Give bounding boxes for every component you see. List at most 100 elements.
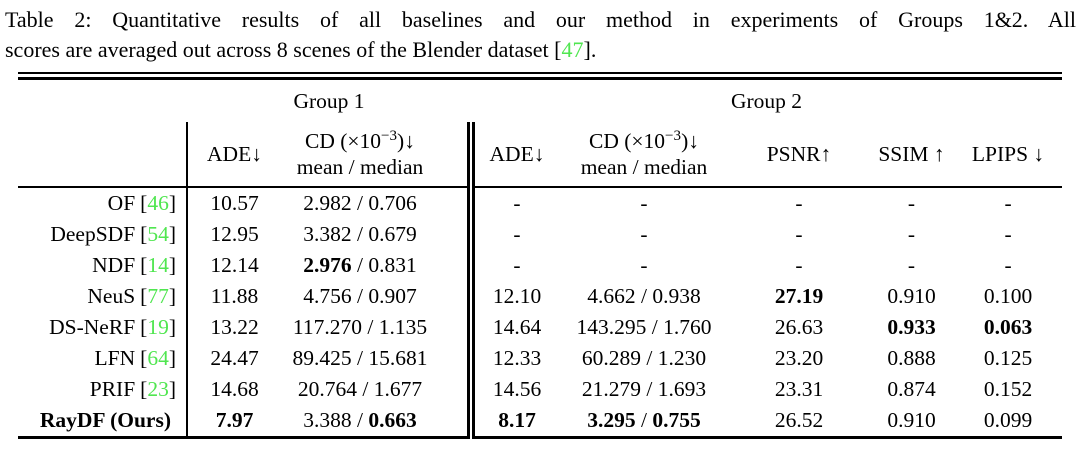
table-top-double-rule — [18, 72, 1062, 80]
cd-g2-separator: / — [635, 408, 653, 432]
citation-number: 46 — [147, 191, 169, 215]
caption-line-2: scores are averaged out across 8 scenes … — [5, 35, 1076, 65]
cd-g1-mean: 2.976 — [303, 253, 352, 277]
ade-g2-value: 12.33 — [467, 343, 559, 374]
cd-g1-median: 0.663 — [368, 408, 417, 432]
ade-g1-value: 7.97 — [187, 405, 281, 439]
citation[interactable]: [19] — [140, 315, 176, 339]
citation[interactable]: [77] — [140, 284, 176, 308]
table-caption: Table 2: Quantitative results of all bas… — [0, 0, 1080, 65]
ade-g2-value: - — [467, 219, 559, 250]
method-name: RayDF (Ours) — [39, 408, 171, 432]
cd-g1-separator: / — [361, 315, 379, 339]
citation[interactable]: [46] — [140, 191, 176, 215]
table-row: PRIF [23] 14.68 20.764 / 1.677 14.56 21.2… — [18, 374, 1062, 405]
psnr-value: 23.20 — [774, 346, 824, 370]
citation-close-bracket: ] — [168, 377, 176, 401]
cd-g2-separator: / — [635, 284, 653, 308]
cd-g1-separator: / — [357, 377, 374, 401]
cd-g2-mean: 3.295 — [587, 408, 636, 432]
cd-g2-separator: / — [641, 377, 658, 401]
caption-citation[interactable]: [47] — [554, 37, 591, 62]
citation-number: 54 — [147, 222, 169, 246]
ade-g1-value: 24.47 — [210, 346, 259, 370]
group1-header: Group 1 — [293, 88, 365, 113]
table-row: NDF [14] 12.14 2.976 / 0.831 - - - - - — [18, 250, 1062, 281]
psnr-value: - — [795, 191, 803, 215]
cd-g1-median: 1.135 — [378, 315, 428, 339]
results-table: Group 1 Group 2 ADE↓ CD (×10−3)↓ mean / … — [18, 80, 1063, 439]
cd-g1-separator: / — [351, 284, 369, 308]
method-label-cell: RayDF (Ours) — [18, 405, 188, 439]
citation-number: 64 — [147, 346, 169, 370]
citation-open-bracket: [ — [140, 191, 148, 215]
cd-g2-mean: - — [640, 191, 648, 215]
citation[interactable]: [54] — [140, 222, 176, 246]
ade-g1-value: 14.68 — [210, 377, 259, 401]
cd-g1-median: 0.679 — [368, 222, 417, 246]
cd-g2-median: 1.230 — [657, 346, 707, 370]
lpips-value: - — [1004, 191, 1012, 215]
method-name: PRIF — [89, 377, 136, 401]
ade-g1-value: 13.22 — [210, 315, 259, 339]
cd-g1-value: 20.764 / 1.677 — [281, 374, 471, 405]
ade-g2-value: 8.17 — [467, 405, 559, 439]
method-name: DeepSDF — [50, 222, 136, 246]
method-name: NeuS — [87, 284, 136, 308]
psnr-value: 27.19 — [774, 284, 824, 308]
table-row: LFN [64] 24.47 89.425 / 15.681 12.33 60.2… — [18, 343, 1062, 374]
citation-close-bracket: ] — [168, 346, 176, 370]
cd-g2-separator: / — [641, 346, 658, 370]
citation-number: 77 — [147, 284, 169, 308]
col-header-cd-g2: CD (×10−3)↓ mean / median — [559, 122, 729, 188]
citation-open-bracket: [ — [140, 222, 148, 246]
cd-g2-median: 0.938 — [652, 284, 701, 308]
ssim-value: - — [907, 191, 916, 215]
cd-g2-value: 3.295 / 0.755 — [559, 405, 729, 439]
citation-open-bracket: [ — [554, 37, 562, 62]
corner-cell — [18, 80, 187, 122]
group2-header: Group 2 — [730, 88, 803, 113]
ssim-value: - — [907, 253, 916, 277]
cd-g1-value: 3.388 / 0.663 — [281, 405, 471, 439]
lpips-value: - — [1004, 253, 1012, 277]
table-row: NeuS [77] 11.88 4.756 / 0.907 12.10 4.662… — [18, 281, 1062, 312]
top-rule-thin — [18, 72, 1062, 74]
top-rule-thick — [18, 77, 1062, 80]
ade-g1-value: 11.88 — [210, 284, 259, 308]
cd-g2-median: 1.760 — [663, 315, 712, 339]
citation[interactable]: [64] — [140, 346, 176, 370]
cd-g1-mean: 3.388 — [303, 408, 352, 432]
cd-g1-mean: 117.270 — [292, 315, 362, 339]
table-body: OF [46] 10.57 2.982 / 0.706 - - - - - Dee… — [18, 187, 1063, 439]
lpips-value: - — [1004, 222, 1012, 246]
citation-open-bracket: [ — [140, 346, 148, 370]
citation[interactable]: [14] — [140, 253, 176, 277]
table-row: RayDF (Ours) 7.97 3.388 / 0.663 8.17 3.2… — [18, 405, 1063, 439]
ssim-value: 0.933 — [887, 315, 936, 339]
psnr-value: - — [795, 253, 803, 277]
table-row: DS-NeRF [19] 13.22 117.270 / 1.135 14.64 … — [18, 312, 1062, 343]
citation-number: 23 — [147, 377, 169, 401]
cd-g2-separator: / — [646, 315, 664, 339]
cd-g2-value: 21.279 / 1.693 — [559, 374, 729, 405]
citation[interactable]: [23] — [140, 377, 176, 401]
cd-g1-value: 2.982 / 0.706 — [281, 187, 471, 219]
col-header-cd-g1: CD (×10−3)↓ mean / median — [281, 122, 471, 188]
psnr-value: - — [795, 222, 803, 246]
cd-g1-median: 15.681 — [368, 346, 428, 370]
cd-g2-value: - — [559, 250, 729, 281]
method-label-cell: DeepSDF [54] — [18, 219, 188, 250]
ade-g2-value: - — [467, 250, 559, 281]
method-name: LFN — [94, 346, 136, 370]
citation-close-bracket: ] — [583, 37, 591, 62]
citation-close-bracket: ] — [168, 222, 176, 246]
cd-g1-mean: 20.764 — [297, 377, 357, 401]
cd-g1-value: 4.756 / 0.907 — [281, 281, 471, 312]
cd-g2-value: 143.295 / 1.760 — [559, 312, 729, 343]
cd-g1-separator: / — [351, 408, 369, 432]
psnr-value: 26.63 — [774, 315, 824, 339]
citation-close-bracket: ] — [168, 284, 176, 308]
method-label-cell: LFN [64] — [18, 343, 188, 374]
